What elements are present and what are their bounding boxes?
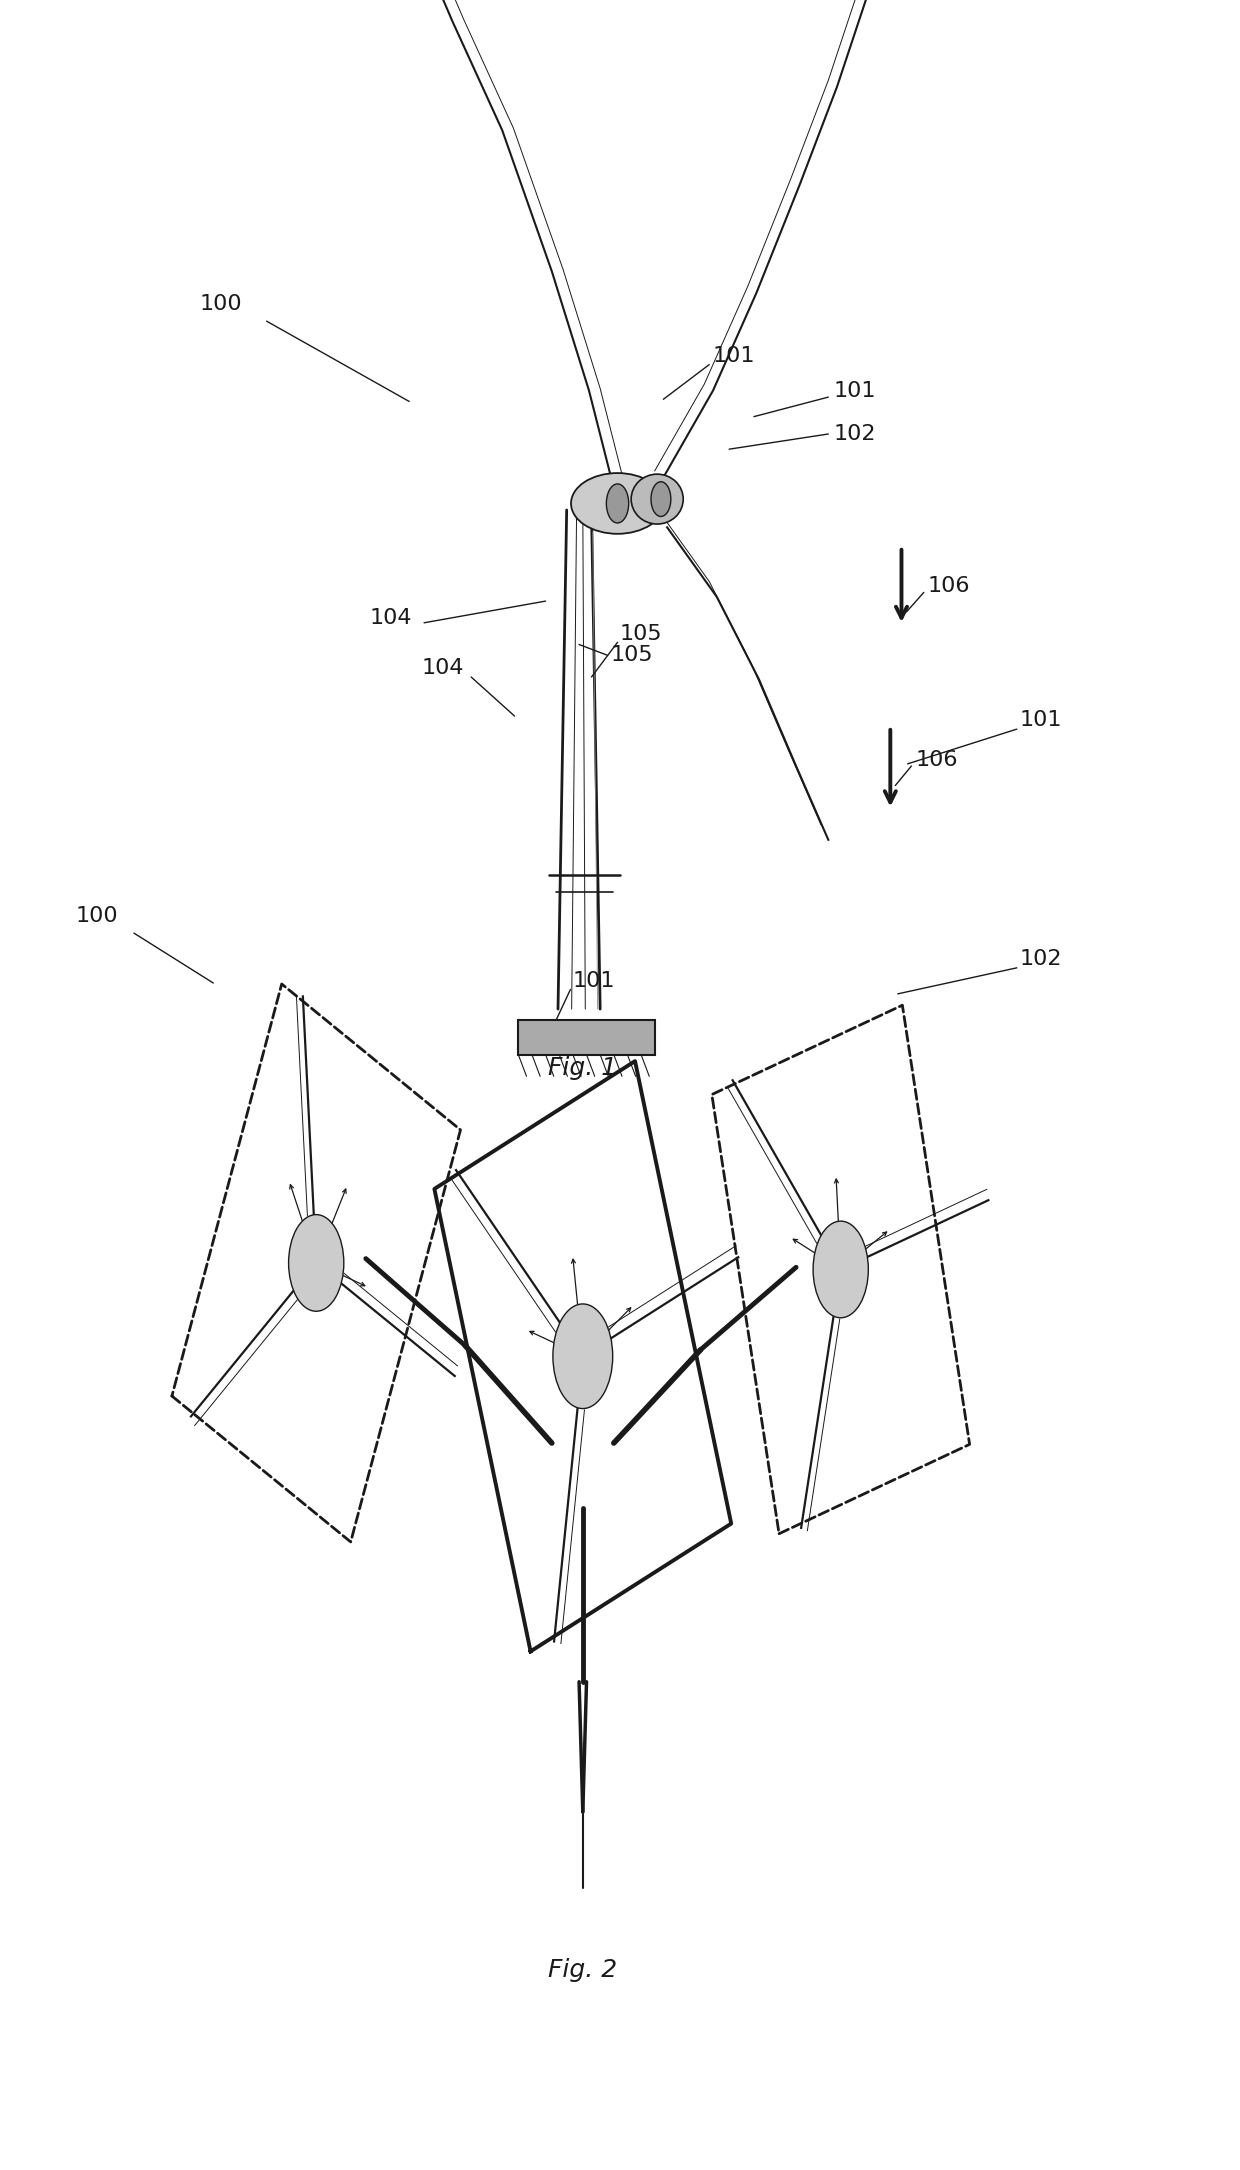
Circle shape — [813, 1222, 868, 1317]
Text: 101: 101 — [713, 345, 755, 367]
Text: 100: 100 — [200, 293, 242, 315]
Text: 104: 104 — [422, 658, 464, 679]
Text: 100: 100 — [76, 905, 118, 927]
Circle shape — [289, 1215, 343, 1311]
Text: Fig. 1: Fig. 1 — [548, 1055, 618, 1081]
Text: 101: 101 — [833, 380, 875, 401]
Text: 102: 102 — [833, 423, 875, 445]
Text: 101: 101 — [1019, 710, 1061, 731]
Text: 105: 105 — [610, 644, 652, 666]
Ellipse shape — [631, 475, 683, 525]
Text: 105: 105 — [620, 623, 662, 644]
Text: 106: 106 — [915, 749, 957, 770]
Ellipse shape — [570, 473, 665, 534]
Text: 106: 106 — [928, 575, 970, 597]
Circle shape — [606, 484, 629, 523]
Text: 104: 104 — [370, 608, 412, 629]
Text: 102: 102 — [1019, 948, 1061, 970]
Text: 101: 101 — [573, 970, 615, 992]
Bar — [518, 1020, 655, 1055]
Text: Fig. 2: Fig. 2 — [548, 1957, 618, 1983]
Circle shape — [553, 1304, 613, 1408]
Circle shape — [651, 482, 671, 516]
